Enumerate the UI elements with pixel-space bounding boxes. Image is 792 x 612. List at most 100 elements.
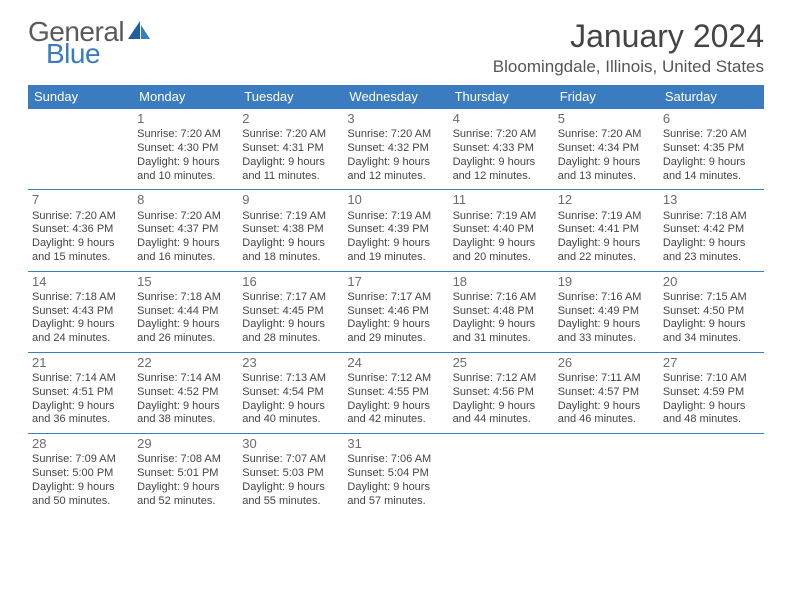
brand-part2: Blue xyxy=(46,40,100,68)
day-number: 2 xyxy=(242,111,339,127)
day-number: 31 xyxy=(347,436,444,452)
sunset-line: Sunset: 4:49 PM xyxy=(558,305,655,319)
calendar-table: Sunday Monday Tuesday Wednesday Thursday… xyxy=(28,85,764,514)
sunset-line: Sunset: 4:35 PM xyxy=(663,142,760,156)
sail-icon xyxy=(126,19,152,45)
day-cell xyxy=(28,109,133,190)
daylight-line: Daylight: 9 hours xyxy=(558,156,655,170)
day-cell: 21Sunrise: 7:14 AMSunset: 4:51 PMDayligh… xyxy=(28,352,133,433)
day-cell xyxy=(659,434,764,515)
daylight-line: Daylight: 9 hours xyxy=(663,156,760,170)
daylight-line: Daylight: 9 hours xyxy=(347,237,444,251)
daylight-line: and 57 minutes. xyxy=(347,495,444,509)
sunrise-line: Sunrise: 7:14 AM xyxy=(137,372,234,386)
header-row: General Blue January 2024 Bloomingdale, … xyxy=(28,18,764,77)
daylight-line: Daylight: 9 hours xyxy=(137,481,234,495)
daylight-line: Daylight: 9 hours xyxy=(663,318,760,332)
sunrise-line: Sunrise: 7:11 AM xyxy=(558,372,655,386)
sunset-line: Sunset: 4:31 PM xyxy=(242,142,339,156)
daylight-line: Daylight: 9 hours xyxy=(347,318,444,332)
day-number: 25 xyxy=(453,355,550,371)
day-cell: 12Sunrise: 7:19 AMSunset: 4:41 PMDayligh… xyxy=(554,190,659,271)
day-number: 26 xyxy=(558,355,655,371)
daylight-line: Daylight: 9 hours xyxy=(242,156,339,170)
daylight-line: Daylight: 9 hours xyxy=(242,400,339,414)
sunrise-line: Sunrise: 7:17 AM xyxy=(242,291,339,305)
day-number: 7 xyxy=(32,192,129,208)
daylight-line: Daylight: 9 hours xyxy=(453,318,550,332)
daylight-line: Daylight: 9 hours xyxy=(453,156,550,170)
sunrise-line: Sunrise: 7:10 AM xyxy=(663,372,760,386)
daylight-line: and 28 minutes. xyxy=(242,332,339,346)
week-row: 21Sunrise: 7:14 AMSunset: 4:51 PMDayligh… xyxy=(28,352,764,433)
weekday-header: Saturday xyxy=(659,85,764,109)
daylight-line: Daylight: 9 hours xyxy=(347,400,444,414)
calendar-body: 1Sunrise: 7:20 AMSunset: 4:30 PMDaylight… xyxy=(28,109,764,515)
sunset-line: Sunset: 5:03 PM xyxy=(242,467,339,481)
day-number: 9 xyxy=(242,192,339,208)
day-number: 15 xyxy=(137,274,234,290)
week-row: 14Sunrise: 7:18 AMSunset: 4:43 PMDayligh… xyxy=(28,271,764,352)
sunset-line: Sunset: 4:34 PM xyxy=(558,142,655,156)
daylight-line: Daylight: 9 hours xyxy=(242,481,339,495)
sunset-line: Sunset: 4:50 PM xyxy=(663,305,760,319)
sunset-line: Sunset: 4:46 PM xyxy=(347,305,444,319)
sunset-line: Sunset: 4:56 PM xyxy=(453,386,550,400)
day-cell: 1Sunrise: 7:20 AMSunset: 4:30 PMDaylight… xyxy=(133,109,238,190)
day-cell: 7 Sunrise: 7:20 AMSunset: 4:36 PMDaylight… xyxy=(28,190,133,271)
daylight-line: Daylight: 9 hours xyxy=(32,237,129,251)
daylight-line: and 52 minutes. xyxy=(137,495,234,509)
sunset-line: Sunset: 5:01 PM xyxy=(137,467,234,481)
daylight-line: and 10 minutes. xyxy=(137,170,234,184)
day-number: 28 xyxy=(32,436,129,452)
day-number: 11 xyxy=(453,192,550,208)
sunset-line: Sunset: 4:55 PM xyxy=(347,386,444,400)
sunset-line: Sunset: 4:57 PM xyxy=(558,386,655,400)
daylight-line: Daylight: 9 hours xyxy=(32,318,129,332)
daylight-line: Daylight: 9 hours xyxy=(32,481,129,495)
sunrise-line: Sunrise: 7:18 AM xyxy=(32,291,129,305)
sunset-line: Sunset: 4:48 PM xyxy=(453,305,550,319)
daylight-line: Daylight: 9 hours xyxy=(347,156,444,170)
weekday-header: Tuesday xyxy=(238,85,343,109)
day-number: 1 xyxy=(137,111,234,127)
sunset-line: Sunset: 4:32 PM xyxy=(347,142,444,156)
daylight-line: and 40 minutes. xyxy=(242,413,339,427)
day-cell: 14Sunrise: 7:18 AMSunset: 4:43 PMDayligh… xyxy=(28,271,133,352)
sunset-line: Sunset: 4:36 PM xyxy=(32,223,129,237)
daylight-line: and 31 minutes. xyxy=(453,332,550,346)
day-cell: 2Sunrise: 7:20 AMSunset: 4:31 PMDaylight… xyxy=(238,109,343,190)
sunset-line: Sunset: 4:54 PM xyxy=(242,386,339,400)
sunrise-line: Sunrise: 7:20 AM xyxy=(453,128,550,142)
day-number: 6 xyxy=(663,111,760,127)
daylight-line: Daylight: 9 hours xyxy=(453,400,550,414)
day-cell: 20Sunrise: 7:15 AMSunset: 4:50 PMDayligh… xyxy=(659,271,764,352)
day-number: 13 xyxy=(663,192,760,208)
daylight-line: and 20 minutes. xyxy=(453,251,550,265)
day-cell: 5Sunrise: 7:20 AMSunset: 4:34 PMDaylight… xyxy=(554,109,659,190)
sunset-line: Sunset: 4:43 PM xyxy=(32,305,129,319)
day-cell: 13Sunrise: 7:18 AMSunset: 4:42 PMDayligh… xyxy=(659,190,764,271)
day-cell: 29Sunrise: 7:08 AMSunset: 5:01 PMDayligh… xyxy=(133,434,238,515)
sunrise-line: Sunrise: 7:20 AM xyxy=(137,128,234,142)
weekday-header: Sunday xyxy=(28,85,133,109)
day-number: 24 xyxy=(347,355,444,371)
sunset-line: Sunset: 5:00 PM xyxy=(32,467,129,481)
daylight-line: Daylight: 9 hours xyxy=(32,400,129,414)
day-number: 3 xyxy=(347,111,444,127)
day-cell: 10Sunrise: 7:19 AMSunset: 4:39 PMDayligh… xyxy=(343,190,448,271)
daylight-line: and 46 minutes. xyxy=(558,413,655,427)
sunset-line: Sunset: 4:30 PM xyxy=(137,142,234,156)
daylight-line: and 12 minutes. xyxy=(453,170,550,184)
sunrise-line: Sunrise: 7:19 AM xyxy=(558,210,655,224)
weekday-header: Friday xyxy=(554,85,659,109)
daylight-line: and 48 minutes. xyxy=(663,413,760,427)
sunrise-line: Sunrise: 7:20 AM xyxy=(32,210,129,224)
sunrise-line: Sunrise: 7:16 AM xyxy=(558,291,655,305)
daylight-line: Daylight: 9 hours xyxy=(242,237,339,251)
location-text: Bloomingdale, Illinois, United States xyxy=(493,57,764,77)
sunset-line: Sunset: 4:37 PM xyxy=(137,223,234,237)
day-number: 4 xyxy=(453,111,550,127)
sunset-line: Sunset: 4:39 PM xyxy=(347,223,444,237)
day-number: 8 xyxy=(137,192,234,208)
